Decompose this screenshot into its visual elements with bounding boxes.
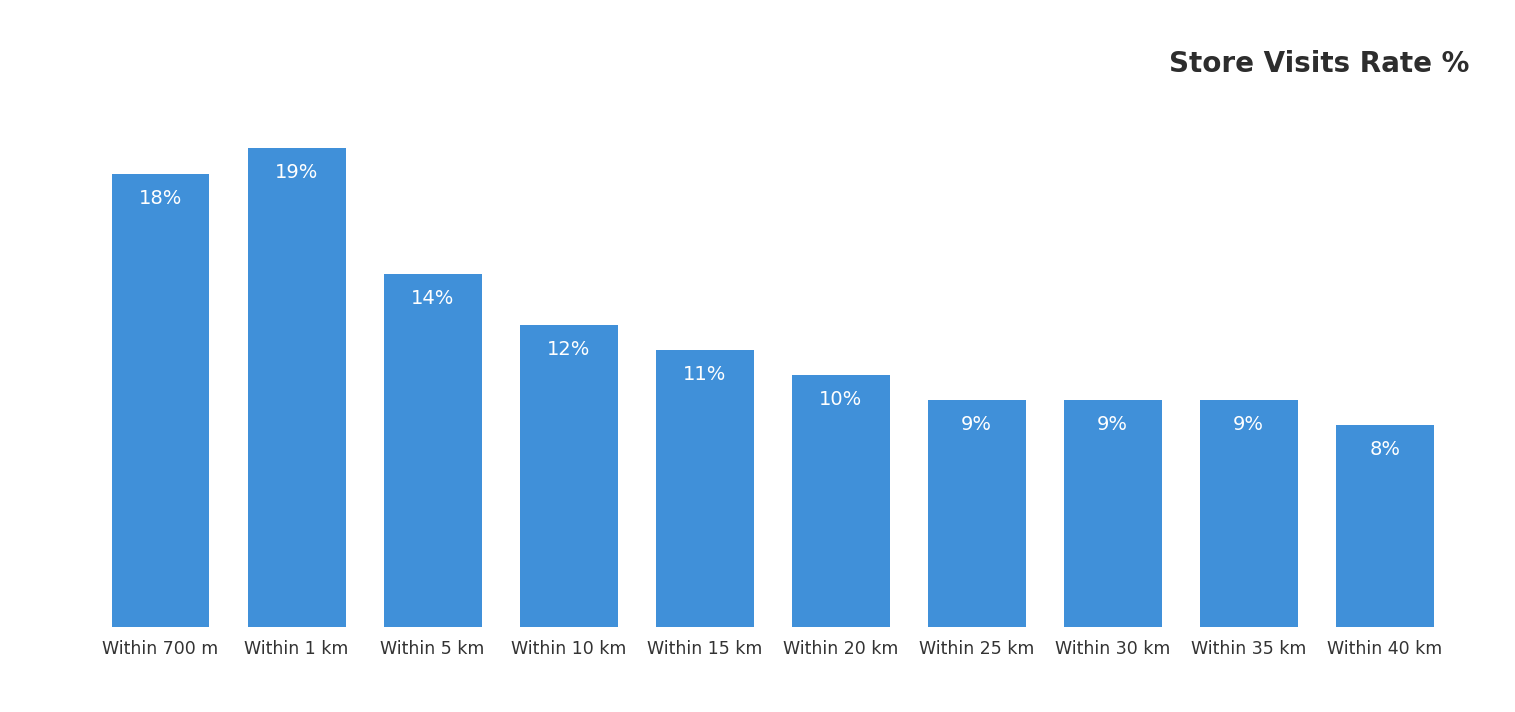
Bar [1336, 425, 1433, 627]
Text: 18%: 18% [139, 189, 182, 208]
Text: 9%: 9% [1097, 415, 1129, 434]
Text: 19%: 19% [274, 164, 318, 182]
Text: Store Visits Rate %: Store Visits Rate % [1170, 50, 1470, 78]
Text: 12%: 12% [547, 340, 591, 359]
Text: 9%: 9% [961, 415, 992, 434]
Bar [1200, 400, 1298, 627]
Bar [247, 148, 345, 627]
Bar [383, 274, 482, 627]
Text: 11%: 11% [683, 365, 726, 384]
Bar [792, 375, 889, 627]
Bar [112, 174, 209, 627]
Text: 10%: 10% [820, 390, 862, 409]
Bar [927, 400, 1026, 627]
Text: 8%: 8% [1370, 440, 1400, 459]
Text: 9%: 9% [1233, 415, 1264, 434]
Bar [656, 350, 753, 627]
Bar [520, 325, 618, 627]
Text: 14%: 14% [411, 289, 454, 308]
Bar [1064, 400, 1162, 627]
